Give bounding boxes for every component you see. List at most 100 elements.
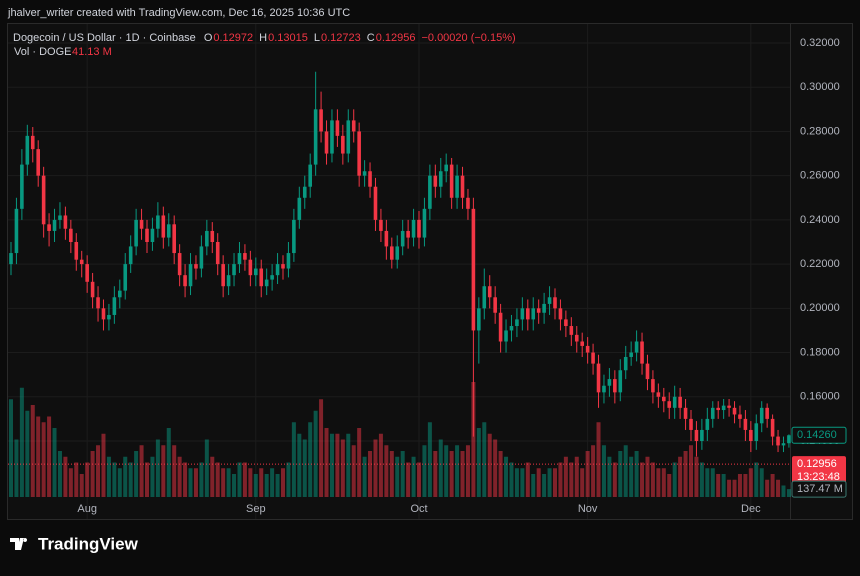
y-tick-label: 0.24000	[800, 214, 840, 226]
volume-bar	[596, 422, 601, 497]
candle-body	[395, 246, 400, 260]
y-tick-label: 0.16000	[800, 391, 840, 403]
volume-bar	[574, 456, 579, 497]
volume-bar	[85, 462, 90, 497]
candle-body	[324, 131, 329, 154]
volume-bar	[765, 479, 770, 497]
volume-bar	[210, 456, 215, 497]
volume-bar	[368, 451, 373, 497]
candle-body	[362, 171, 367, 176]
volume-bar	[705, 468, 710, 497]
ohlc-value: 0.13015	[268, 32, 308, 44]
candle-body	[270, 275, 274, 280]
volume-bar	[580, 468, 585, 497]
volume-bar	[645, 456, 650, 497]
volume-bar	[699, 462, 704, 497]
candle-body	[357, 131, 361, 176]
ohlc-name: O	[204, 32, 213, 44]
candle-body	[678, 396, 682, 408]
candle-body	[564, 319, 568, 327]
volume-bar	[308, 422, 313, 497]
volume-bar	[509, 462, 514, 497]
volume-bar	[346, 433, 351, 497]
volume-bar	[748, 468, 753, 497]
volume-bar	[193, 468, 198, 497]
volume-bar	[373, 439, 378, 497]
candle-body	[667, 401, 672, 408]
volume-bar	[9, 399, 13, 497]
ohlc-value: 0.12956	[376, 32, 416, 44]
x-tick-label: Aug	[77, 503, 97, 515]
volume-bar	[242, 462, 247, 497]
volume-bar	[514, 468, 519, 497]
candle-body	[215, 242, 220, 265]
candle-body	[128, 246, 133, 265]
ohlc-value: 0.12723	[321, 32, 361, 44]
volume-bar	[455, 445, 460, 497]
candle-body	[411, 219, 416, 238]
grid: 0.140000.160000.180000.200000.220000.240…	[8, 24, 840, 519]
volume-bar	[558, 462, 563, 497]
volume-bar	[694, 456, 699, 497]
volume-bar	[232, 474, 237, 497]
candle-body	[107, 314, 111, 320]
volume-bar	[406, 462, 411, 497]
volume-bar	[253, 474, 258, 497]
volume-bar	[117, 468, 122, 497]
candle-body	[406, 230, 410, 238]
volume-bar	[640, 462, 645, 497]
candle-body	[662, 396, 666, 402]
candle-body	[444, 164, 448, 172]
volume-bar	[449, 451, 454, 497]
candle-body	[787, 435, 791, 444]
volume-bar	[743, 474, 748, 497]
candle-body	[716, 407, 720, 411]
volume-bar	[161, 445, 166, 497]
volume-bar	[422, 445, 427, 497]
candle-body	[248, 259, 253, 276]
candle-body	[281, 264, 285, 269]
candle-body	[346, 120, 351, 154]
candle-body	[14, 208, 19, 254]
current-price-marker	[792, 456, 846, 487]
volume-bar	[41, 422, 46, 497]
candle-body	[770, 418, 775, 437]
ohlc-name: L	[314, 32, 320, 44]
volume-bar	[145, 462, 149, 497]
volume-bar	[553, 468, 557, 497]
volume-bar	[612, 462, 617, 497]
candle-body	[63, 215, 68, 229]
candle-body	[341, 135, 345, 154]
y-tick-label: 0.18000	[800, 346, 840, 358]
volume-bar	[221, 468, 226, 497]
volume-bar	[14, 439, 19, 497]
volume-bar	[417, 462, 421, 497]
volume-bar	[569, 462, 574, 497]
candle-body	[199, 246, 204, 269]
ohlc-name: H	[259, 32, 267, 44]
candle-body	[558, 308, 563, 320]
candle-body	[47, 224, 51, 231]
volume-bar	[101, 433, 106, 497]
volume-bar	[759, 468, 764, 497]
candle-body	[74, 242, 79, 260]
volume-bar	[259, 468, 264, 497]
volume-bar	[264, 474, 269, 497]
candle-body	[292, 219, 296, 254]
candles	[9, 71, 791, 457]
volume-bar	[25, 410, 30, 497]
candle-body	[9, 253, 13, 265]
volume-bar	[661, 468, 666, 497]
volume-bar	[52, 428, 57, 497]
volume-bar	[471, 382, 476, 497]
candle-body	[351, 120, 356, 132]
volume-bar	[536, 468, 541, 497]
candle-body	[177, 253, 182, 276]
candle-body	[96, 297, 100, 309]
candle-body	[264, 279, 269, 287]
candle-body	[613, 379, 617, 393]
candle-body	[373, 186, 378, 220]
candle-body	[254, 268, 258, 276]
